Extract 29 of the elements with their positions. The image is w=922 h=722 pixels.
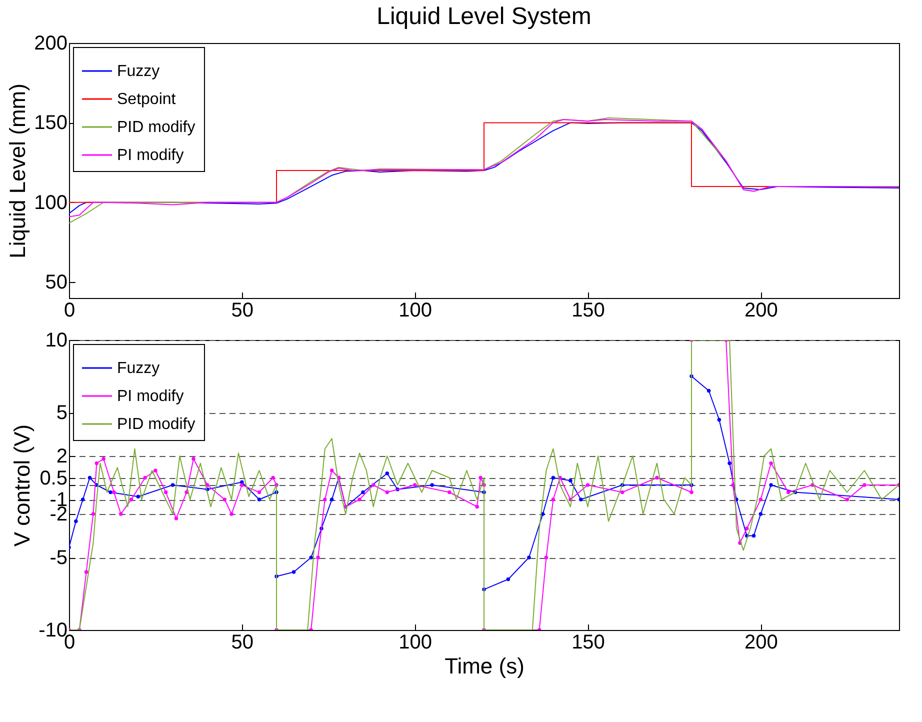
y-axis-title: V control (V) (10, 424, 35, 547)
x-tick-label: 50 (231, 300, 254, 322)
legend-label: PID modify (117, 119, 196, 136)
y-tick-label: 200 (34, 32, 68, 54)
y-tick-label: 5 (56, 402, 68, 424)
y-tick-label: 50 (45, 272, 68, 294)
y-tick-label: 100 (34, 192, 68, 214)
y-tick-label: -5 (50, 547, 68, 569)
legend-label: PI modify (117, 147, 184, 164)
x-axis-title: Time (s) (444, 654, 524, 678)
x-tick-label: 50 (231, 632, 254, 654)
x-tick-label: 100 (398, 632, 432, 654)
y-tick-label: 150 (34, 112, 68, 134)
x-tick-label: 200 (744, 632, 778, 654)
legend-label: PID modify (117, 416, 196, 433)
legend-label: PI modify (117, 388, 184, 405)
y-axis-title: Liquid Level (mm) (5, 84, 30, 258)
x-tick-label: 150 (572, 300, 605, 322)
x-tick-label: 200 (744, 300, 778, 322)
y-tick-label: 0.5 (40, 467, 68, 490)
x-tick-label: 0 (64, 300, 76, 322)
x-tick-label: 100 (398, 300, 432, 322)
x-tick-label: 150 (572, 632, 605, 654)
y-tick-label: 2 (56, 446, 68, 468)
legend-label: Fuzzy (117, 63, 160, 80)
legend-label: Fuzzy (117, 360, 160, 377)
chart-title: Liquid Level System (376, 3, 592, 30)
y-tick-label: 10 (45, 330, 68, 352)
legend-label: Setpoint (117, 91, 176, 108)
